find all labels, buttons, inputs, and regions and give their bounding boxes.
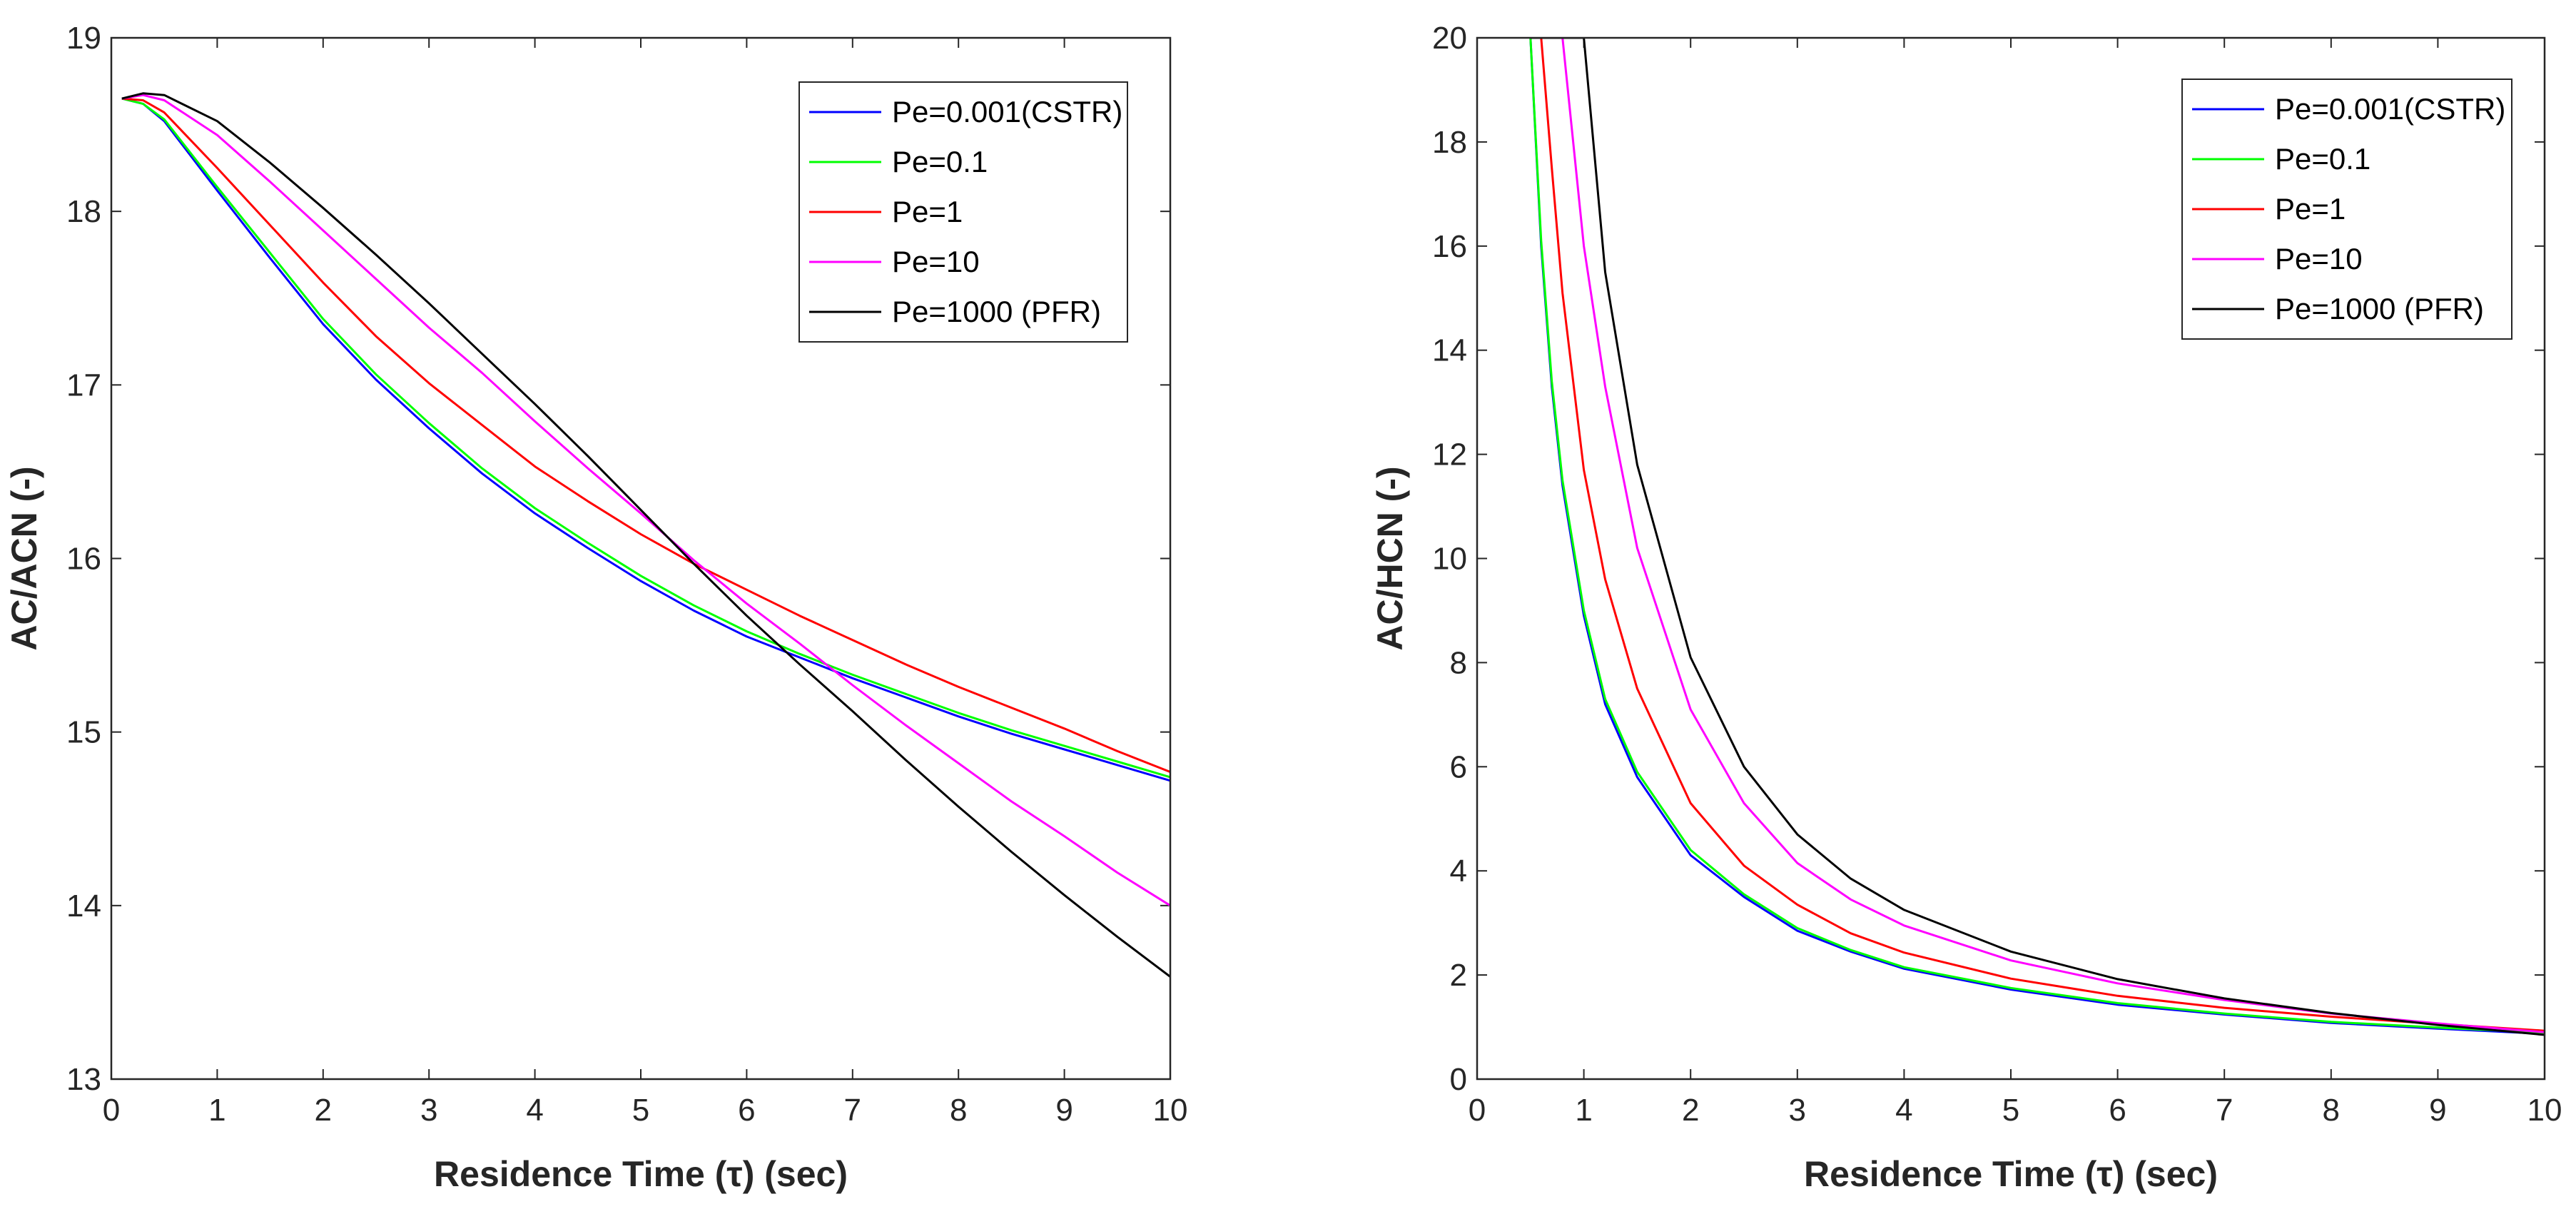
x-tick-label: 1 xyxy=(208,1093,225,1128)
x-tick-label: 1 xyxy=(1575,1093,1592,1128)
legend-label: Pe=1000 (PFR) xyxy=(2275,292,2484,325)
legend-label: Pe=0.001(CSTR) xyxy=(892,95,1122,128)
series-line-pe-1 xyxy=(1530,38,2545,1032)
series-line-pe-1000-pfr- xyxy=(121,92,1170,978)
y-tick-label: 18 xyxy=(1432,125,1467,160)
legend-label: Pe=0.001(CSTR) xyxy=(2275,92,2505,126)
series-line-pe-0-1 xyxy=(1529,38,2545,1034)
x-tick-label: 5 xyxy=(2002,1093,2019,1128)
series-line-pe-1000-pfr- xyxy=(1530,38,2545,1036)
x-tick-label: 10 xyxy=(2527,1093,2562,1128)
series-lines xyxy=(121,92,1170,978)
x-tick-label: 7 xyxy=(2216,1093,2233,1128)
x-tick-label: 8 xyxy=(2323,1093,2340,1128)
x-tick-label: 10 xyxy=(1153,1093,1188,1128)
y-axis-title: AC/ACN (-) xyxy=(4,466,44,650)
x-tick-label: 0 xyxy=(103,1093,120,1128)
axes-box xyxy=(1476,36,2546,1081)
x-tick-label: 2 xyxy=(315,1093,332,1128)
axes-box xyxy=(110,36,1172,1081)
y-tick-label: 6 xyxy=(1450,749,1467,784)
x-tick-label: 6 xyxy=(2109,1093,2126,1128)
chart-ac-acn: 0 1 2 3 4 5 6 7 8 9 10 13 14 15 16 17 18 19 Residence Time… xyxy=(4,21,1187,1194)
x-tick-label: 2 xyxy=(1682,1093,1699,1128)
y-tick-label: 15 xyxy=(66,715,101,750)
legend-label: Pe=10 xyxy=(2275,242,2363,275)
y-tick-label: 0 xyxy=(1450,1062,1467,1097)
x-tick-label: 4 xyxy=(1895,1093,1912,1128)
y-tick-label: 10 xyxy=(1432,542,1467,577)
y-tick-label: 8 xyxy=(1450,645,1467,680)
y-tick-label: 16 xyxy=(66,542,101,577)
series-line-pe-0-001-cstr- xyxy=(121,97,1170,782)
legend-label: Pe=1 xyxy=(2275,192,2346,226)
x-axis-title: Residence Time (τ) (sec) xyxy=(434,1154,848,1194)
x-tick-label: 5 xyxy=(632,1093,649,1128)
y-tick-label: 20 xyxy=(1432,21,1467,56)
x-tick-label: 3 xyxy=(420,1093,437,1128)
x-axis-title: Residence Time (τ) (sec) xyxy=(1804,1154,2218,1194)
legend-label: Pe=0.1 xyxy=(892,145,988,178)
legend-label: Pe=1000 (PFR) xyxy=(892,295,1101,328)
y-tick-label: 12 xyxy=(1432,438,1467,472)
y-tick-label: 14 xyxy=(1432,333,1467,368)
legend-label: Pe=10 xyxy=(892,245,980,278)
y-tick-label: 2 xyxy=(1450,958,1467,993)
series-line-pe-1 xyxy=(121,97,1170,773)
legend-label: Pe=0.1 xyxy=(2275,142,2370,176)
y-axis-title: AC/HCN (-) xyxy=(1370,466,1410,650)
y-tick-label: 13 xyxy=(66,1062,101,1097)
y-tick-label: 14 xyxy=(66,889,101,924)
x-tick-label: 8 xyxy=(950,1093,967,1128)
series-line-pe-10 xyxy=(121,93,1170,907)
y-tick-label: 19 xyxy=(66,21,101,56)
series-lines xyxy=(1529,38,2545,1036)
x-tick-label: 6 xyxy=(738,1093,755,1128)
legend: Pe=0.001(CSTR) Pe=0.1 Pe=1 Pe=10 Pe=1000 (PF… xyxy=(2181,79,2512,340)
y-tick-label: 18 xyxy=(66,194,101,229)
series-line-pe-10 xyxy=(1530,38,2545,1033)
x-tick-label: 9 xyxy=(1055,1093,1073,1128)
y-tick-label: 17 xyxy=(66,368,101,403)
x-tick-label: 9 xyxy=(2429,1093,2446,1128)
y-tick-label: 4 xyxy=(1450,854,1467,889)
x-tick-label: 7 xyxy=(844,1093,861,1128)
x-tick-label: 3 xyxy=(1789,1093,1806,1128)
y-tick-label: 16 xyxy=(1432,229,1467,264)
x-tick-label: 0 xyxy=(1469,1093,1486,1128)
series-line-pe-0-1 xyxy=(121,97,1170,779)
legend: Pe=0.001(CSTR) Pe=0.1 Pe=1 Pe=10 Pe=1000 (PF… xyxy=(798,81,1128,343)
legend-label: Pe=1 xyxy=(892,195,963,228)
x-tick-label: 4 xyxy=(526,1093,543,1128)
